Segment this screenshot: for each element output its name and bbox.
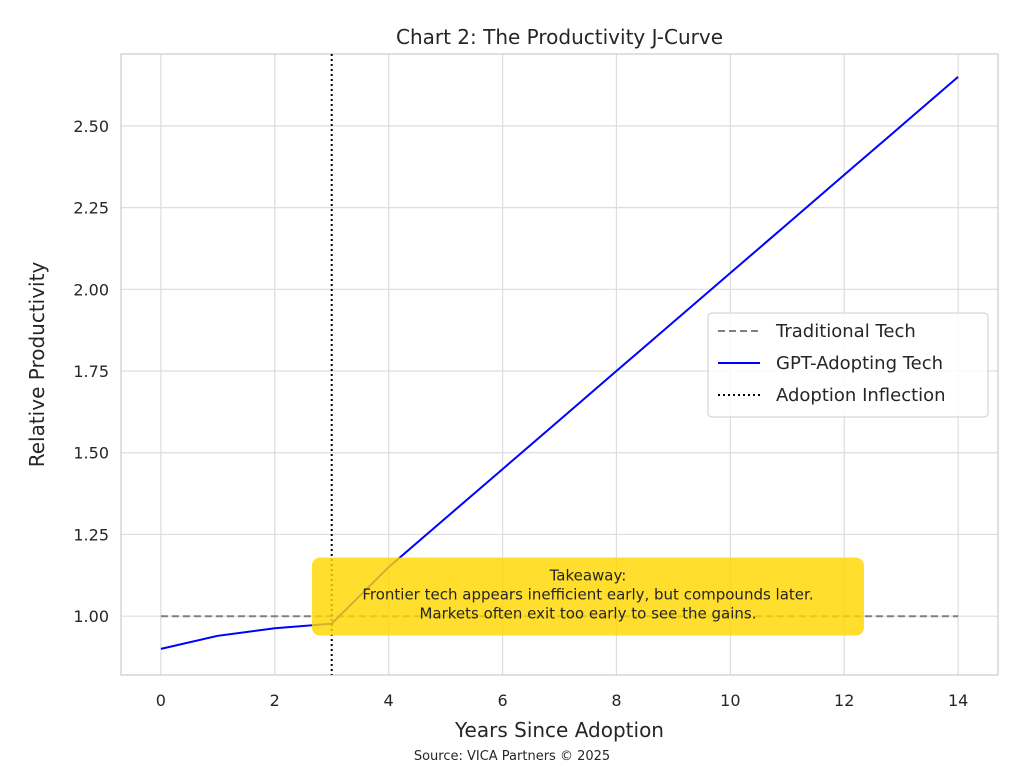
legend-label: GPT-Adopting Tech xyxy=(776,353,943,374)
annotation-box xyxy=(311,557,864,636)
x-tick-label: 2 xyxy=(270,691,280,710)
x-tick-label: 0 xyxy=(156,691,166,710)
legend: Traditional Tech GPT-Adopting Tech Adoptio… xyxy=(707,312,989,418)
annotation-line: Markets often exit too early to see the … xyxy=(419,605,756,623)
y-tick-label: 2.00 xyxy=(73,280,109,299)
x-axis-ticks: 0 2 4 6 8 10 12 14 xyxy=(156,691,969,710)
plot-frame xyxy=(120,53,999,676)
y-tick-label: 1.75 xyxy=(73,362,109,381)
series-line-2 xyxy=(160,76,959,650)
source-note: Source: VICA Partners © 2025 xyxy=(414,749,610,764)
x-tick-label: 4 xyxy=(384,691,394,710)
legend-box xyxy=(707,312,989,418)
y-tick-label: 2.25 xyxy=(73,199,109,218)
legend-label: Adoption Inflection xyxy=(776,385,946,406)
annotation-line: Frontier tech appears inefficient early,… xyxy=(362,586,813,604)
y-axis-label: Relative Productivity xyxy=(25,262,49,468)
y-tick-label: 1.25 xyxy=(73,525,109,544)
legend-label: Traditional Tech xyxy=(775,321,916,342)
y-tick-label: 1.50 xyxy=(73,444,109,463)
x-tick-label: 12 xyxy=(834,691,854,710)
y-tick-label: 1.00 xyxy=(73,607,109,626)
chart-title: Chart 2: The Productivity J-Curve xyxy=(396,25,723,49)
x-tick-label: 10 xyxy=(720,691,740,710)
x-axis-label: Years Since Adoption xyxy=(454,718,664,742)
x-tick-label: 6 xyxy=(497,691,507,710)
annotation-line: Takeaway: xyxy=(549,567,627,585)
annotation: Takeaway:Frontier tech appears inefficie… xyxy=(311,557,864,636)
y-axis-ticks: 1.00 1.25 1.50 1.75 2.00 2.25 2.50 xyxy=(73,117,109,626)
x-tick-label: 8 xyxy=(611,691,621,710)
y-tick-label: 2.50 xyxy=(73,117,109,136)
x-tick-label: 14 xyxy=(948,691,968,710)
